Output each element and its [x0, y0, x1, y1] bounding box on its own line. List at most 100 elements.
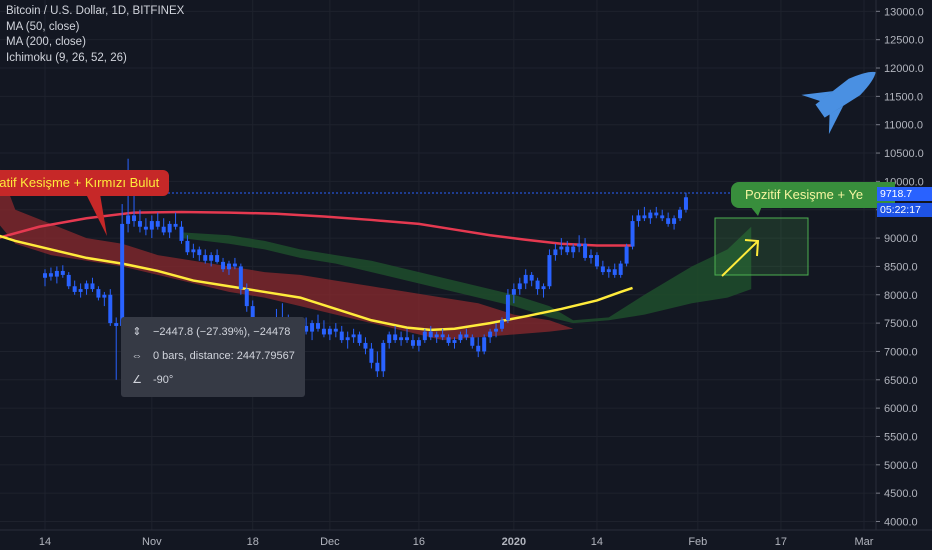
candle-body: [422, 331, 427, 341]
candle-body: [410, 340, 415, 346]
time-axis[interactable]: 14 Nov 18 Dec 16 2020 14 Feb 17 Mar: [39, 536, 874, 548]
candle-body: [179, 226, 184, 241]
candle-body: [636, 215, 641, 222]
ma50-legend[interactable]: MA (50, close): [6, 20, 80, 33]
price-tick-label: 12500.0: [884, 35, 924, 47]
candle-body: [310, 323, 315, 332]
candle-body: [381, 342, 386, 372]
candle-body: [571, 246, 576, 253]
candle-body: [565, 246, 570, 253]
candle-body: [226, 263, 231, 270]
candle-body: [499, 320, 504, 329]
price-axis[interactable]: 13000.0 12500.0 12000.0 11500.0 11000.0 10500…: [876, 6, 924, 528]
candle-body: [387, 334, 392, 343]
candle-body: [221, 261, 226, 270]
projection-box[interactable]: [714, 217, 809, 276]
candle-body: [369, 348, 374, 363]
candle-body: [54, 270, 59, 277]
candle-body: [197, 249, 202, 256]
candle-body: [458, 334, 463, 341]
candle-body: [304, 325, 309, 332]
time-tick-label: 17: [775, 536, 787, 548]
candle-body: [452, 340, 457, 343]
ruler-horizontal-icon: ⇔: [131, 350, 143, 362]
time-tick-label: Nov: [142, 536, 162, 548]
candle-body: [66, 274, 71, 287]
price-tick-label: 10500.0: [884, 148, 924, 160]
candle-body: [316, 323, 320, 329]
candle-body: [683, 197, 688, 210]
candle-body: [72, 286, 77, 292]
candle-body: [375, 362, 380, 372]
candle-body: [102, 294, 107, 298]
candle-body: [60, 270, 65, 275]
candle-body: [203, 255, 208, 261]
angle-icon: ∠: [132, 374, 142, 386]
candle-body: [96, 289, 101, 298]
candle-body: [143, 226, 148, 230]
candle-body: [173, 223, 178, 227]
time-tick-label: Dec: [320, 536, 340, 548]
price-tick-label: 4500.0: [884, 488, 918, 500]
moving-averages: [0, 210, 633, 332]
candle-body: [345, 337, 350, 341]
price-tick-label: 6000.0: [884, 403, 918, 415]
candle-body: [185, 240, 190, 253]
candle-body: [161, 226, 166, 233]
candle-body: [90, 283, 95, 290]
negative-callout-pointer: [86, 194, 107, 236]
candle-body: [167, 223, 172, 233]
ruler-vertical-icon: ⇕: [132, 326, 142, 338]
measure-bars: 0 bars, distance: 2447.79567: [153, 350, 295, 362]
last-price-label: 9718.7: [877, 187, 932, 201]
symbol-title[interactable]: Bitcoin / U.S. Dollar, 1D, BITFINEX: [6, 5, 185, 17]
ma200-legend[interactable]: MA (200, close): [6, 36, 86, 48]
candle-body: [541, 286, 546, 290]
candle-body: [399, 337, 404, 341]
candle-body: [660, 215, 665, 219]
candle-body: [215, 255, 220, 262]
candle-body: [589, 255, 593, 258]
candle-body: [553, 249, 558, 256]
candle-body: [155, 221, 160, 227]
measure-price: −2447.8 (−27.39%), −24478: [153, 326, 291, 338]
candle-body: [482, 337, 487, 352]
candle-body: [416, 340, 421, 346]
candle-body: [494, 328, 499, 332]
candle-body: [583, 243, 588, 258]
candle-body: [529, 274, 534, 281]
time-tick-label: Feb: [688, 536, 707, 548]
measure-tooltip: ⇕ −2447.8 (−27.39%), −24478 ⇔ 0 bars, dist…: [121, 317, 305, 397]
candle-body: [84, 283, 89, 290]
candle-body: [594, 255, 599, 267]
price-tick-label: 7000.0: [884, 346, 918, 358]
candle-body: [505, 294, 510, 321]
candle-body: [666, 218, 671, 224]
positive-cross-callout[interactable]: Pozitif Kesişme + Ye: [731, 182, 895, 208]
price-tick-label: 8000.0: [884, 290, 918, 302]
candle-body: [624, 246, 629, 264]
ma50-line: [0, 234, 633, 332]
candle-body: [333, 328, 338, 332]
arrow-up-right-icon[interactable]: [721, 239, 760, 277]
ichimoku-legend[interactable]: Ichimoku (9, 26, 52, 26): [6, 51, 127, 64]
candle-body: [209, 255, 214, 261]
candle-body: [464, 334, 469, 338]
candle-body: [511, 289, 516, 295]
candle-body: [405, 337, 410, 341]
candle-body: [446, 337, 451, 343]
price-tick-label: 5000.0: [884, 460, 918, 472]
candle-body: [126, 215, 131, 224]
negative-cross-callout[interactable]: gatif Kesişme + Kırmızı Bulut: [0, 170, 170, 196]
candle-body: [523, 274, 528, 284]
candle-body: [327, 328, 332, 335]
candle-body: [339, 331, 344, 341]
price-tick-label: 13000.0: [884, 6, 924, 18]
candle-body: [393, 334, 398, 341]
candle-body: [618, 263, 623, 275]
candle-body: [547, 255, 552, 287]
candle-body: [654, 212, 659, 216]
candle-body: [440, 334, 445, 338]
time-tick-label: 14: [39, 536, 51, 548]
